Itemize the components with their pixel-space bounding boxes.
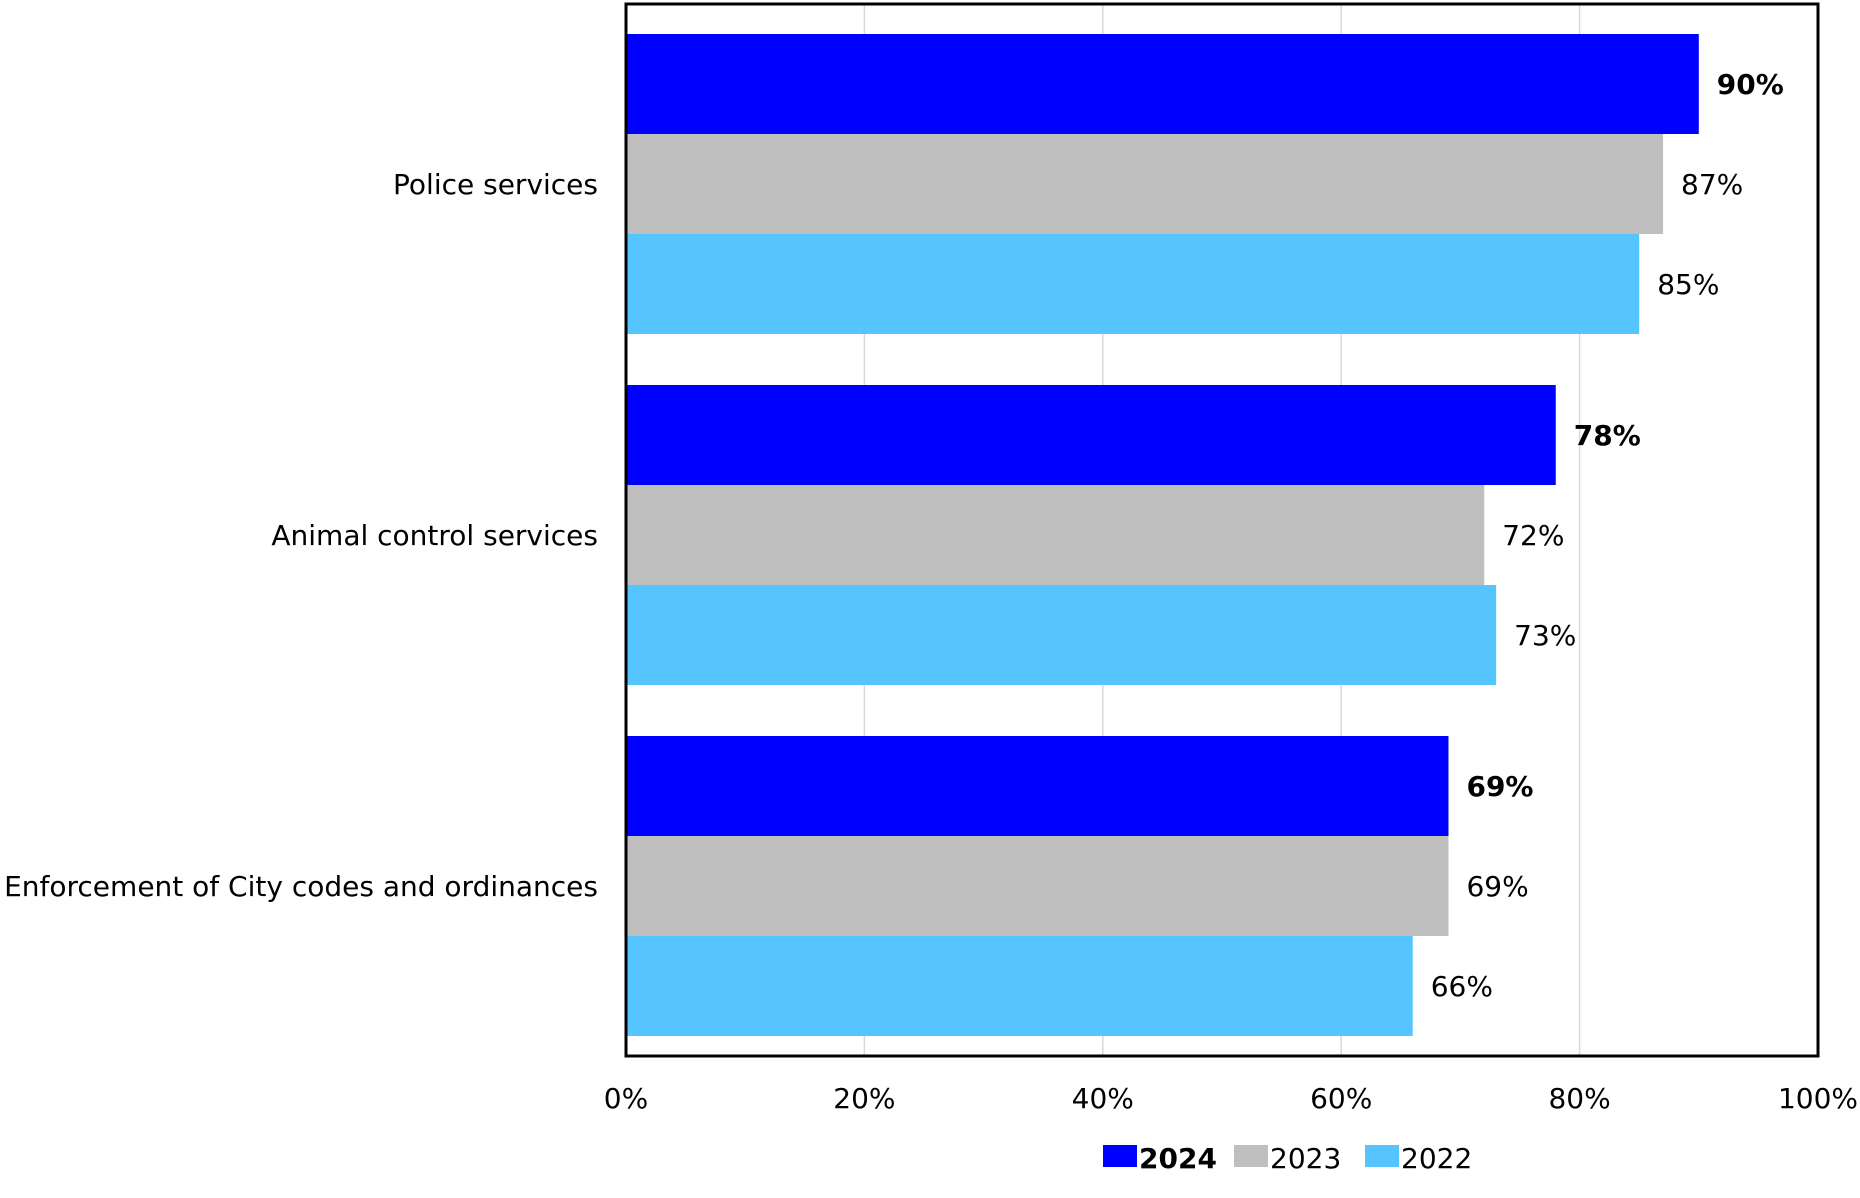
- data-label: 85%: [1657, 268, 1719, 301]
- x-tick-label: 80%: [1548, 1082, 1610, 1115]
- x-tick-label: 100%: [1778, 1082, 1858, 1115]
- legend-label: 2024: [1139, 1142, 1217, 1175]
- data-label: 90%: [1717, 68, 1784, 101]
- category-label: Police services: [393, 168, 598, 201]
- legend-label: 2022: [1401, 1142, 1472, 1175]
- bar-2023: [626, 134, 1664, 234]
- x-tick-label: 20%: [833, 1082, 895, 1115]
- bar-2022: [626, 234, 1640, 334]
- data-label: 78%: [1574, 419, 1641, 452]
- x-tick-label: 60%: [1310, 1082, 1372, 1115]
- bar-2024: [626, 34, 1699, 134]
- category-label: Enforcement of City codes and ordinances: [4, 870, 598, 903]
- data-label: 69%: [1466, 770, 1533, 803]
- bar-2022: [626, 585, 1497, 685]
- data-label: 66%: [1431, 970, 1493, 1003]
- legend-swatch: [1103, 1145, 1137, 1167]
- x-axis-ticks: 0% 20% 40% 60% 80% 100%: [604, 1082, 1858, 1115]
- category-label: Animal control services: [271, 519, 598, 552]
- x-tick-label: 0%: [604, 1082, 648, 1115]
- bar-2023: [626, 485, 1485, 585]
- data-label: 69%: [1466, 870, 1528, 903]
- category-labels: Police services Animal control services En…: [4, 168, 598, 903]
- bar-2023: [626, 836, 1449, 936]
- legend: 2024 2023 2022: [1103, 1142, 1472, 1175]
- data-labels: 90% 87% 85% 78% 72% 73% 69% 69% 66%: [1431, 68, 1784, 1003]
- legend-label: 2023: [1270, 1142, 1341, 1175]
- bar-2022: [626, 936, 1413, 1036]
- legend-swatch: [1365, 1145, 1399, 1167]
- bar-2024: [626, 385, 1556, 485]
- data-label: 87%: [1681, 168, 1743, 201]
- bar-2024: [626, 736, 1449, 836]
- plot-area-frame: [624, 2, 1820, 1058]
- data-label: 72%: [1502, 519, 1564, 552]
- x-tick-label: 40%: [1072, 1082, 1134, 1115]
- legend-swatch: [1234, 1145, 1268, 1167]
- bars: [626, 34, 1699, 1036]
- data-label: 73%: [1514, 619, 1576, 652]
